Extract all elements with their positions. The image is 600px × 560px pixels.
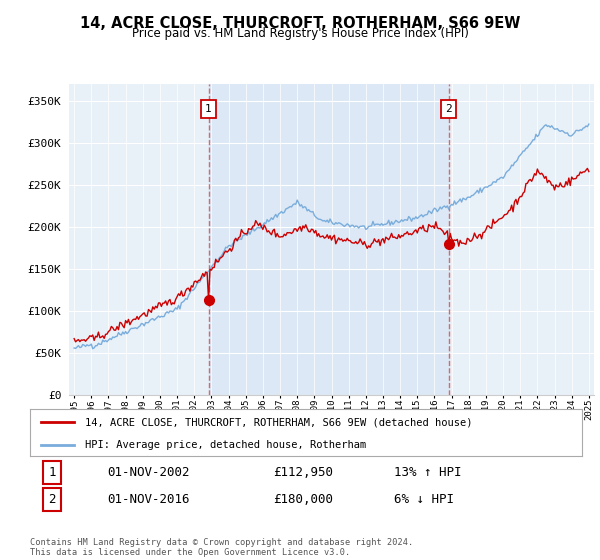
Text: HPI: Average price, detached house, Rotherham: HPI: Average price, detached house, Roth…	[85, 440, 367, 450]
Text: 14, ACRE CLOSE, THURCROFT, ROTHERHAM, S66 9EW (detached house): 14, ACRE CLOSE, THURCROFT, ROTHERHAM, S6…	[85, 417, 473, 427]
Text: 01-NOV-2016: 01-NOV-2016	[107, 493, 190, 506]
Text: Contains HM Land Registry data © Crown copyright and database right 2024.
This d: Contains HM Land Registry data © Crown c…	[30, 538, 413, 557]
Text: 1: 1	[205, 104, 212, 114]
Text: 1: 1	[49, 466, 56, 479]
Text: 6% ↓ HPI: 6% ↓ HPI	[394, 493, 454, 506]
Text: £112,950: £112,950	[273, 466, 333, 479]
Text: £180,000: £180,000	[273, 493, 333, 506]
Text: 01-NOV-2002: 01-NOV-2002	[107, 466, 190, 479]
Text: 2: 2	[49, 493, 56, 506]
Text: 2: 2	[445, 104, 452, 114]
Bar	[209, 84, 449, 395]
Text: Price paid vs. HM Land Registry's House Price Index (HPI): Price paid vs. HM Land Registry's House …	[131, 27, 469, 40]
Text: 14, ACRE CLOSE, THURCROFT, ROTHERHAM, S66 9EW: 14, ACRE CLOSE, THURCROFT, ROTHERHAM, S6…	[80, 16, 520, 31]
Text: 13% ↑ HPI: 13% ↑ HPI	[394, 466, 462, 479]
